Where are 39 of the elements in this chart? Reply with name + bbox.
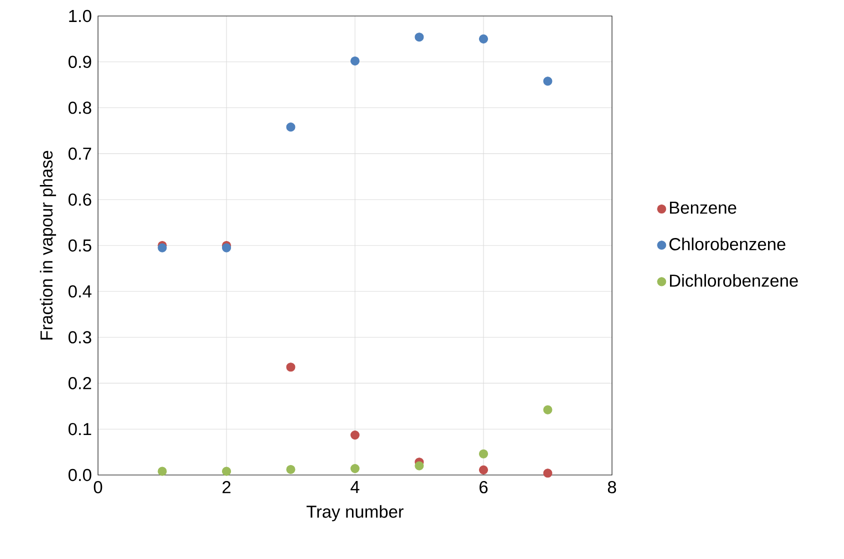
point bbox=[286, 362, 296, 372]
point bbox=[158, 466, 167, 476]
y-tick-label: 0.3 bbox=[68, 331, 92, 344]
point bbox=[414, 461, 424, 470]
point bbox=[543, 405, 552, 414]
y-tick-label: 0.1 bbox=[68, 422, 92, 436]
legend-label: Benzene bbox=[670, 202, 736, 214]
point bbox=[286, 464, 296, 474]
point bbox=[286, 122, 296, 132]
y-tick-label: 0.6 bbox=[68, 193, 92, 206]
y-tick-label: 0.4 bbox=[68, 285, 92, 298]
point bbox=[478, 34, 488, 44]
point bbox=[222, 466, 232, 476]
y-tick-label: 1.0 bbox=[69, 10, 92, 22]
y-axis-title: Fraction in vapour phase bbox=[40, 150, 56, 340]
point bbox=[350, 430, 360, 440]
x-tick-label: 8 bbox=[608, 481, 616, 494]
y-tick-label: 0.7 bbox=[68, 148, 92, 160]
x-tick-label: 2 bbox=[222, 481, 230, 494]
point bbox=[543, 468, 552, 478]
point bbox=[350, 56, 360, 66]
point bbox=[478, 449, 488, 458]
y-tick-label: 0.9 bbox=[68, 56, 92, 68]
y-tick-label: 0.5 bbox=[68, 239, 92, 252]
point bbox=[158, 243, 167, 252]
point bbox=[543, 76, 552, 86]
point bbox=[350, 464, 360, 474]
x-tick-label: 0 bbox=[94, 481, 102, 494]
point bbox=[414, 32, 424, 42]
x-axis-title: Tray number bbox=[306, 505, 404, 522]
legend-label: Dichlorobenzene bbox=[670, 274, 798, 287]
x-tick-label: 4 bbox=[350, 481, 360, 493]
y-tick-label: 0.8 bbox=[68, 102, 92, 114]
y-tick-label: 0.2 bbox=[68, 377, 92, 390]
y-tick-label: 0.0 bbox=[68, 468, 92, 482]
x-tick-label: 6 bbox=[480, 481, 488, 494]
point bbox=[222, 243, 232, 252]
legend-label: Chlorobenzene bbox=[669, 238, 786, 250]
point bbox=[478, 465, 488, 474]
